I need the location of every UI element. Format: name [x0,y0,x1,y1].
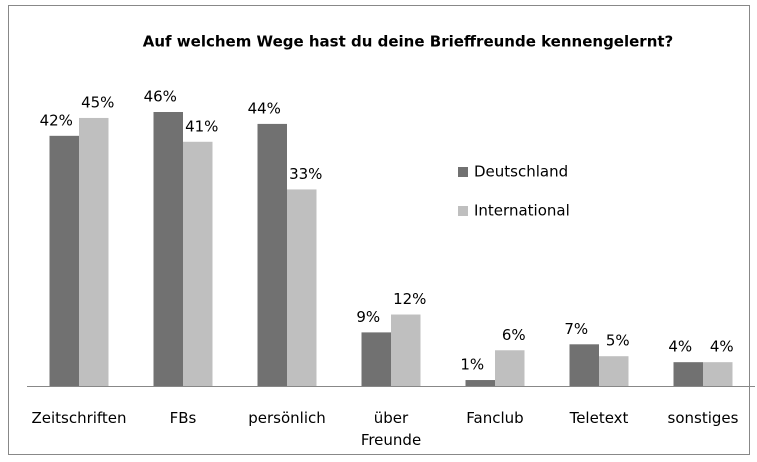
x-tick-label: persönlich [248,409,326,427]
bar [569,344,599,386]
value-label: 12% [393,290,426,308]
legend-label: International [474,202,570,220]
value-label: 42% [40,111,73,129]
value-label: 1% [460,356,484,374]
value-label: 6% [502,326,526,344]
x-tick-label: Fanclub [466,409,523,427]
x-tick-label: Zeitschriften [31,409,126,427]
value-label: 46% [144,88,177,106]
bar [79,117,109,387]
x-tick-label: FBs [170,409,197,427]
bar [153,112,183,386]
bar [673,362,703,386]
bar [361,332,391,386]
value-label: 4% [710,338,734,356]
value-label: 44% [248,99,281,117]
bar [703,362,733,386]
legend-swatch [458,167,468,177]
chart-title: Auf welchem Wege hast du deine Brieffreu… [143,33,674,51]
x-tick-label: Teletext [569,409,629,427]
value-label: 5% [606,332,630,350]
bar [465,380,495,386]
value-label: 7% [564,320,588,338]
bar [495,350,525,386]
x-tick-label: über Freunde [361,409,421,449]
chart-border [8,5,750,455]
value-label: 41% [185,117,218,135]
value-label: 9% [356,308,380,326]
value-label: 33% [289,165,322,183]
bar [391,314,421,386]
value-label: 45% [81,93,114,111]
bar [599,356,629,386]
bar [183,141,213,386]
bar [287,189,317,386]
legend-label: Deutschland [474,163,568,181]
bar [257,123,287,387]
bar [49,135,79,386]
value-label: 4% [668,338,692,356]
legend-swatch [458,206,468,216]
x-tick-label: sonstiges [668,409,739,427]
